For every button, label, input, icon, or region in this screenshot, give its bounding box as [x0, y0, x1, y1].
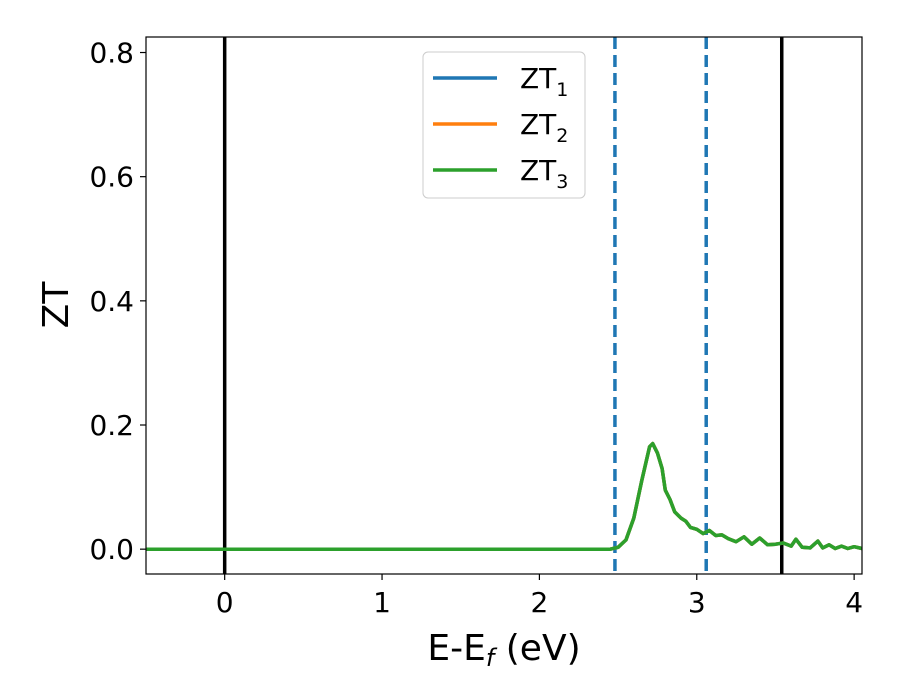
x-axis-label: E-Ef (eV)	[427, 628, 580, 672]
legend: ZT1 ZT2 ZT3	[422, 51, 586, 199]
y-tick-label: 0.4	[89, 285, 134, 318]
x-tick-label: 4	[845, 586, 863, 619]
x-tick-label: 3	[688, 586, 706, 619]
y-tick-label: 0.8	[89, 37, 134, 70]
x-tick-label: 2	[530, 586, 548, 619]
x-axis: 0 1 2 3 4	[216, 574, 863, 619]
series-line-3	[146, 441, 863, 551]
y-tick-label: 0.0	[89, 533, 134, 566]
plot-frame	[145, 36, 863, 575]
legend-label-1: ZT1	[520, 62, 568, 101]
y-tick-label: 0.2	[89, 409, 134, 442]
series-group	[146, 441, 863, 551]
x-tick-label: 1	[373, 586, 391, 619]
x-tick-label: 0	[216, 586, 234, 619]
series-line-1	[146, 441, 863, 551]
y-tick-label: 0.6	[89, 161, 134, 194]
reference-lines	[222, 37, 784, 574]
y-axis: 0.0 0.2 0.4 0.6 0.8	[89, 37, 146, 566]
legend-box	[422, 51, 586, 199]
y-axis-label: ZT	[36, 281, 77, 329]
series-line-2	[146, 441, 863, 551]
legend-label-2: ZT2	[520, 108, 568, 147]
legend-label-3: ZT3	[520, 154, 568, 193]
